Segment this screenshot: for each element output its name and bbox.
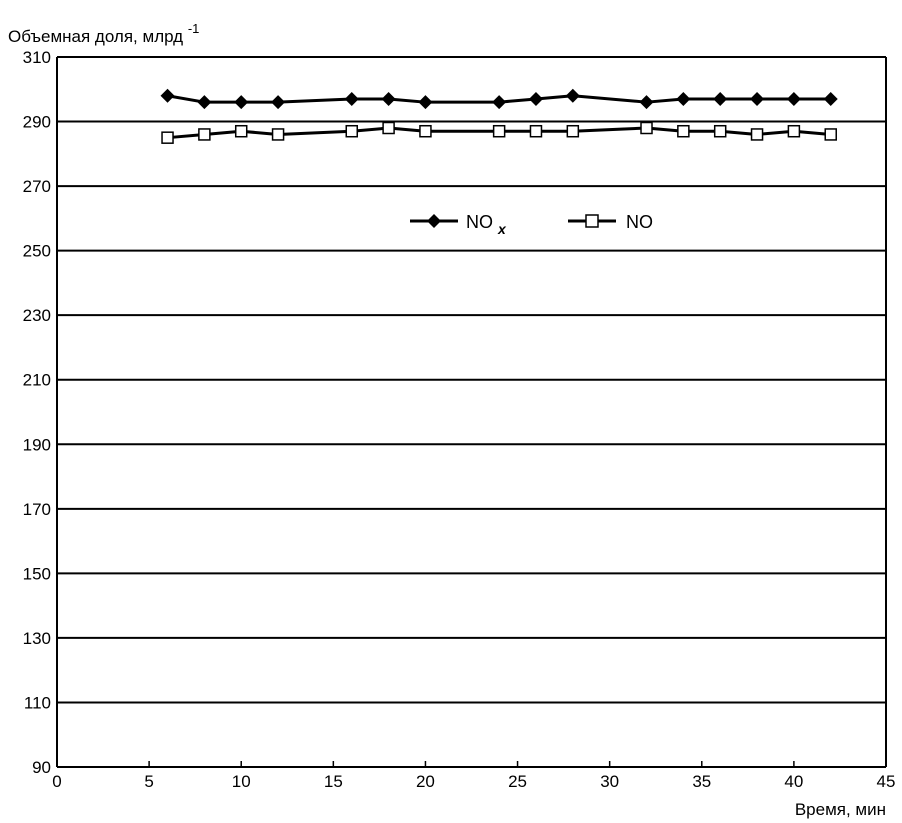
axes [56,57,887,768]
series-line [167,94,831,104]
data-point-square [492,124,506,138]
data-point-diamond [750,91,765,106]
data-point-square [161,131,174,144]
data-point-square [234,124,248,138]
y-axis-label-text: Объемная доля, млрд [8,27,183,46]
y-tick-label: 230 [23,306,51,325]
data-point-diamond [786,91,801,106]
data-point-diamond [271,95,286,110]
x-tick-label: 40 [784,772,803,791]
legend-label-no: NO [626,212,653,232]
y-tick-label: 290 [23,113,51,132]
data-point-square [640,121,653,135]
data-point-square [198,128,211,141]
data-point-square [382,121,395,135]
data-point-diamond [234,95,249,110]
x-tick-label: 20 [416,772,435,791]
legend-label-nox-sub: x [497,221,507,237]
data-point-diamond [197,95,212,110]
y-tick-label: 90 [32,758,51,777]
x-tick-label: 0 [52,772,61,791]
data-point-diamond [492,95,507,110]
y-tick-label: 250 [23,242,51,261]
x-tick-label: 10 [232,772,251,791]
y-tick-label: 210 [23,371,51,390]
legend-marker-no [585,214,599,228]
data-point-square [750,128,764,141]
legend-marker-nox [427,214,441,228]
y-tick-label: 150 [23,564,51,583]
y-axis-label-superscript: -1 [188,21,200,36]
data-point-square [419,124,432,138]
data-point-diamond [565,88,580,103]
series-line [167,126,831,140]
data-point-square [677,124,690,138]
data-point-diamond [381,91,396,106]
y-tick-label: 130 [23,629,51,648]
data-point-square [271,128,285,141]
legend-label-nox-main: NO [466,212,493,232]
x-tick-label: 45 [877,772,896,791]
tick-labels: 90 110 130 150 170 190 210 230 250 270 290 310 0 5 10 1… [23,48,896,791]
y-tick-label: 190 [23,435,51,454]
data-point-diamond [676,91,691,106]
x-axis-label: Время, мин [795,800,886,819]
data-point-diamond [344,91,359,106]
data-point-diamond [823,91,838,106]
legend: NO x NO [410,212,653,237]
gridlines [57,56,886,704]
x-tick-label: 15 [324,772,343,791]
series-no [161,121,837,144]
y-axis-label: Объемная доля, млрд -1 [8,21,199,46]
y-tick-label: 110 [24,693,51,712]
data-point-diamond [528,91,543,106]
series-group [160,88,838,144]
data-point-square [824,128,837,141]
data-point-square [566,124,580,138]
data-point-square [713,124,727,138]
y-tick-label: 310 [23,48,51,67]
legend-label-nox: NO x [466,212,507,237]
series-nox [160,88,838,110]
data-point-diamond [160,88,175,103]
data-point-diamond [713,91,728,106]
data-point-square [787,124,801,138]
y-tick-label: 270 [23,177,51,196]
data-point-square [529,124,543,138]
x-tick-label: 35 [692,772,711,791]
data-point-diamond [639,95,654,110]
y-tick-label: 170 [23,500,51,519]
data-point-diamond [418,95,433,110]
x-tick-label: 25 [508,772,527,791]
x-tick-label: 30 [600,772,619,791]
x-tick-label: 5 [144,772,153,791]
data-point-square [345,124,359,138]
